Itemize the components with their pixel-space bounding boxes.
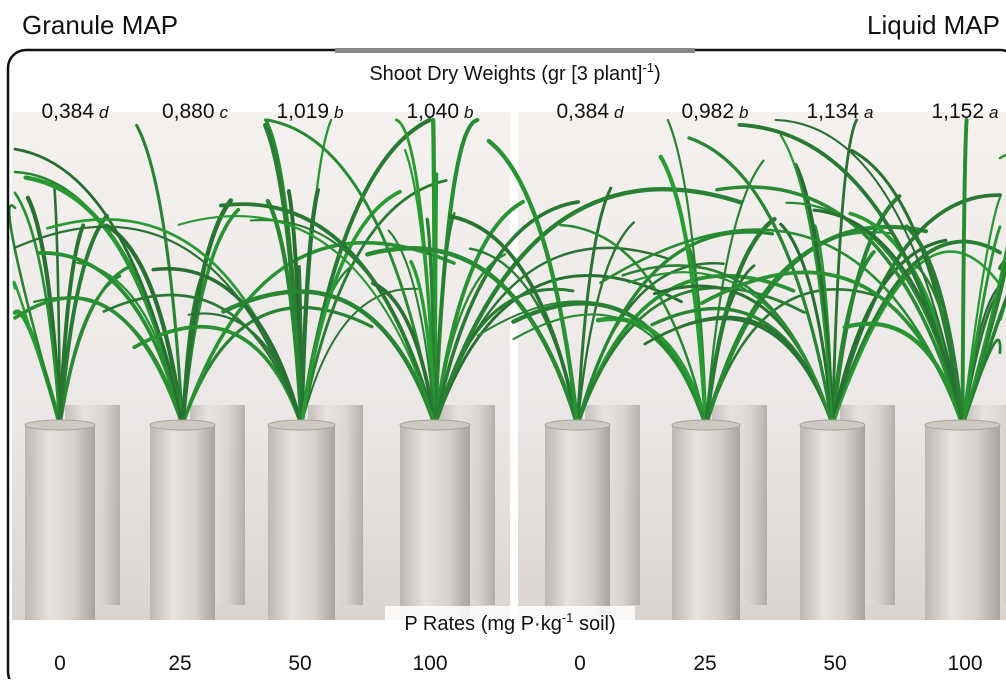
pipe-rim [925,420,1000,430]
pipe [925,425,1000,620]
rate-label: 25 [693,652,716,675]
rate-label: 25 [168,652,191,675]
pipe-rim [150,420,215,430]
significance-letter: b [334,103,343,122]
bottom-label: P Rates (mg P·kg-1 soil) [404,610,615,635]
rate-label: 100 [947,652,982,675]
weight-label: 0,384 d [41,100,109,123]
label-sup: -1 [562,610,574,625]
pipe-rim [672,420,740,430]
weight-label: 0,384 d [556,100,624,123]
top-label: Shoot Dry Weights (gr [3 plant]-1) [369,60,660,85]
pipe-rim [545,420,610,430]
pipe [268,425,335,620]
weight-value: 1,019 [276,100,329,123]
weight-label: 1,152 a [931,100,998,123]
weight-value: 0,384 [41,100,94,123]
weight-label: 0,880 c [162,100,229,123]
significance-letter: d [614,103,624,122]
frame-accent [335,48,695,53]
rate-label: 50 [288,652,311,675]
significance-letter: b [739,103,748,122]
significance-letter: d [99,103,109,122]
pipe [25,425,95,620]
rate-label: 100 [412,652,447,675]
weight-label: 1,134 a [806,100,873,123]
pipe-rim [268,420,335,430]
significance-letter: c [220,103,229,122]
weight-label: 1,019 b [276,100,343,123]
figure: Granule MAP Liquid MAP Shoot Dry Weights… [0,0,1006,679]
label-text: ) [654,63,661,85]
weight-label: 1,040 b [406,100,473,123]
rate-label: 0 [574,652,586,675]
pipe-rim [25,420,95,430]
pipe [545,425,610,620]
significance-letter: a [864,103,873,122]
pipe [150,425,215,620]
significance-letter: b [464,103,473,122]
pipe [400,425,470,620]
panel-title: Liquid MAP [867,10,1000,40]
rate-label: 0 [54,652,66,675]
label-text: soil) [573,613,615,635]
significance-letter: a [989,103,998,122]
weight-value: 0,384 [556,100,609,123]
weight-value: 1,152 [931,100,984,123]
weight-value: 1,134 [806,100,859,123]
pipe-rim [400,420,470,430]
weight-label: 0,982 b [681,100,748,123]
pipe [800,425,865,620]
rate-label: 50 [823,652,846,675]
pipe-rim [800,420,865,430]
label-text: Shoot Dry Weights (gr [3 plant] [369,63,642,85]
weight-value: 1,040 [406,100,459,123]
label-sup: -1 [642,60,654,75]
weight-value: 0,982 [681,100,734,123]
pipe [672,425,740,620]
panel-title: Granule MAP [22,10,178,40]
weight-value: 0,880 [162,100,215,123]
label-text: P Rates (mg P·kg [404,613,561,635]
